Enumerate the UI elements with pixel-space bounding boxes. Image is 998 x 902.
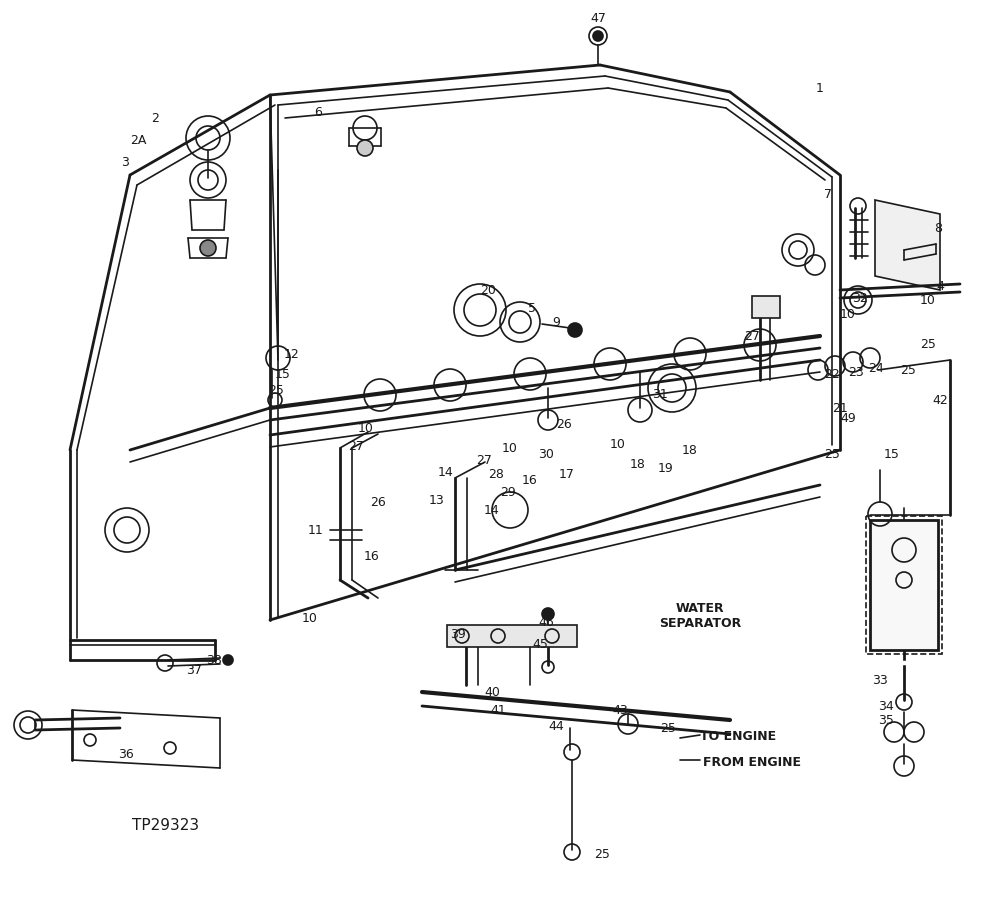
Text: 23: 23	[848, 365, 864, 379]
Circle shape	[568, 323, 582, 337]
Circle shape	[542, 608, 554, 620]
Text: TO ENGINE: TO ENGINE	[700, 730, 776, 742]
Text: 21: 21	[832, 401, 848, 415]
Text: 25: 25	[900, 364, 916, 376]
Bar	[752, 296, 780, 318]
Text: 27: 27	[745, 329, 759, 343]
Text: 47: 47	[590, 12, 606, 24]
Text: 37: 37	[186, 664, 202, 676]
Text: 16: 16	[522, 474, 538, 486]
Text: TP29323: TP29323	[133, 818, 200, 833]
Text: 26: 26	[370, 495, 386, 509]
Text: 43: 43	[612, 704, 628, 716]
Text: 33: 33	[872, 674, 888, 686]
Text: WATER
SEPARATOR: WATER SEPARATOR	[659, 602, 742, 630]
Text: 38: 38	[206, 654, 222, 667]
Text: 2: 2	[151, 112, 159, 124]
Text: 18: 18	[682, 444, 698, 456]
Circle shape	[200, 240, 216, 256]
Text: 15: 15	[275, 367, 291, 381]
Text: 19: 19	[658, 462, 674, 474]
Text: 44: 44	[548, 720, 564, 732]
Text: 29: 29	[500, 485, 516, 499]
Text: 40: 40	[484, 686, 500, 698]
Text: 27: 27	[348, 439, 364, 453]
Text: 25: 25	[660, 722, 676, 734]
Circle shape	[223, 655, 233, 665]
Text: 25: 25	[920, 337, 936, 351]
Text: 28: 28	[488, 467, 504, 481]
Bar	[447, 625, 577, 647]
Bar	[870, 520, 938, 650]
Text: 34: 34	[878, 699, 894, 713]
Text: 36: 36	[118, 749, 134, 761]
Text: 11: 11	[308, 523, 324, 537]
Text: 10: 10	[920, 293, 936, 307]
Text: 8: 8	[934, 222, 942, 235]
Text: 14: 14	[484, 503, 500, 517]
Text: 27: 27	[476, 454, 492, 466]
Text: 16: 16	[364, 549, 380, 563]
Text: 20: 20	[480, 283, 496, 297]
Circle shape	[357, 140, 373, 156]
Text: 35: 35	[878, 713, 894, 726]
Text: 25: 25	[594, 848, 610, 861]
Polygon shape	[875, 200, 940, 290]
Circle shape	[593, 31, 603, 41]
Text: FROM ENGINE: FROM ENGINE	[703, 756, 801, 769]
Text: 46: 46	[538, 615, 554, 629]
Text: 7: 7	[824, 189, 832, 201]
Text: 25: 25	[824, 448, 840, 462]
Text: 24: 24	[868, 363, 884, 375]
Text: 26: 26	[556, 418, 572, 430]
Text: 10: 10	[610, 437, 626, 450]
Text: 12: 12	[284, 347, 299, 361]
Text: 10: 10	[840, 308, 856, 320]
Text: 45: 45	[532, 638, 548, 650]
Text: 6: 6	[314, 106, 322, 118]
Text: 10: 10	[358, 421, 374, 435]
Text: 10: 10	[302, 612, 318, 624]
Text: 9: 9	[552, 316, 560, 328]
Text: 42: 42	[932, 393, 948, 407]
Bar	[866, 516, 942, 654]
Text: 15: 15	[884, 447, 900, 461]
Text: 3: 3	[121, 157, 129, 170]
Text: 31: 31	[652, 388, 668, 400]
Text: 30: 30	[538, 448, 554, 462]
Text: 17: 17	[559, 467, 575, 481]
Text: 13: 13	[429, 493, 445, 507]
Text: 41: 41	[490, 704, 506, 716]
Text: 4: 4	[936, 280, 944, 292]
Text: 49: 49	[840, 411, 856, 425]
Text: 18: 18	[630, 457, 646, 471]
Text: 10: 10	[502, 441, 518, 455]
Text: 25: 25	[268, 383, 284, 397]
Text: 39: 39	[450, 628, 466, 640]
Text: 22: 22	[824, 367, 840, 381]
Text: 5: 5	[528, 301, 536, 315]
Text: 1: 1	[816, 81, 824, 95]
Text: 2A: 2A	[130, 133, 146, 146]
Text: 14: 14	[438, 465, 454, 478]
Text: 32: 32	[852, 291, 868, 305]
